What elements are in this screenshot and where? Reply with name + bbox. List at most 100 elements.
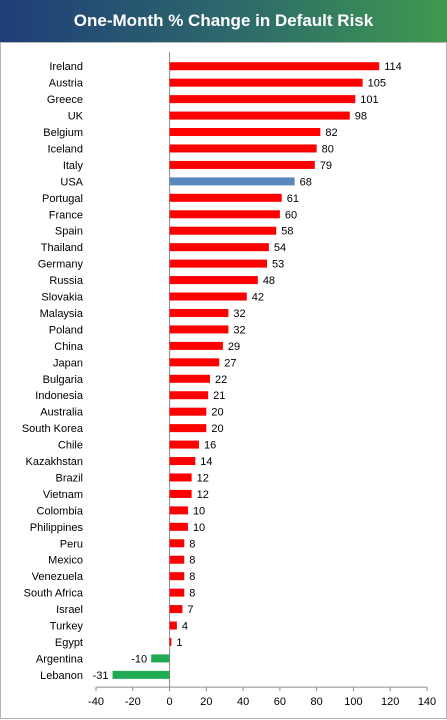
value-label: 1	[176, 637, 182, 649]
category-label: China	[54, 341, 84, 353]
value-label: 114	[384, 61, 402, 73]
value-label: 8	[189, 571, 195, 583]
category-label: South Korea	[22, 423, 84, 435]
title-banner: One-Month % Change in Default Risk	[0, 0, 447, 42]
value-label: 8	[189, 588, 195, 600]
value-label: 32	[233, 324, 245, 336]
category-label: France	[49, 209, 83, 221]
value-label: 105	[368, 78, 386, 90]
category-label: USA	[60, 176, 83, 188]
category-label: Malaysia	[40, 308, 84, 320]
value-label: 29	[228, 341, 240, 353]
x-tick-label: 0	[166, 696, 172, 708]
value-label: 42	[252, 292, 264, 304]
bar	[169, 637, 172, 646]
bar	[151, 654, 170, 663]
bar	[169, 572, 185, 581]
bar	[169, 440, 199, 449]
bar	[169, 62, 380, 71]
category-label: Vietnam	[43, 489, 83, 501]
category-label: Slovakia	[41, 292, 83, 304]
value-label: 54	[274, 242, 286, 254]
category-label: Philippines	[30, 522, 84, 534]
value-label: 12	[197, 489, 209, 501]
bar	[169, 276, 258, 285]
category-label: Peru	[60, 538, 83, 550]
value-label: 58	[281, 226, 293, 238]
value-label: -10	[131, 653, 147, 665]
bar	[169, 325, 229, 334]
chart-title: One-Month % Change in Default Risk	[73, 11, 374, 30]
bar	[169, 605, 183, 614]
value-label: 21	[213, 390, 225, 402]
category-label: Russia	[49, 275, 84, 287]
value-label: 20	[211, 407, 223, 419]
category-label: Belgium	[43, 127, 83, 139]
bar	[169, 407, 207, 416]
bar	[169, 424, 207, 433]
bar	[169, 177, 295, 186]
bar	[169, 259, 268, 268]
bar	[169, 78, 363, 87]
category-label: Bulgaria	[43, 374, 84, 386]
category-label: Chile	[58, 440, 83, 452]
bar	[169, 588, 185, 597]
x-tick-label: -40	[88, 696, 104, 708]
value-label: 22	[215, 374, 227, 386]
value-label: 4	[182, 621, 188, 633]
value-label: 82	[325, 127, 337, 139]
value-label: -31	[93, 670, 109, 682]
category-label: Australia	[40, 407, 84, 419]
bar	[169, 210, 280, 219]
value-label: 16	[204, 440, 216, 452]
bar	[169, 308, 229, 317]
category-label: Greece	[47, 94, 83, 106]
bar	[169, 391, 209, 400]
bar	[169, 555, 185, 564]
value-label: 80	[322, 143, 334, 155]
value-label: 32	[233, 308, 245, 320]
bar	[169, 506, 188, 515]
value-label: 12	[197, 472, 209, 484]
bar	[169, 128, 321, 137]
bar	[112, 670, 170, 679]
category-label: Colombia	[37, 505, 84, 517]
category-label: Austria	[49, 78, 84, 90]
x-tick-label: 60	[274, 696, 286, 708]
category-label: Poland	[49, 324, 83, 336]
category-label: UK	[68, 111, 84, 123]
category-label: Argentina	[36, 653, 84, 665]
category-label: Italy	[63, 160, 84, 172]
x-tick-label: -20	[125, 696, 141, 708]
bar	[169, 160, 315, 169]
value-label: 10	[193, 505, 205, 517]
value-label: 20	[211, 423, 223, 435]
x-tick-label: 140	[418, 696, 436, 708]
value-label: 60	[285, 209, 297, 221]
x-tick-label: 20	[200, 696, 212, 708]
value-label: 53	[272, 259, 284, 271]
category-label: Ireland	[49, 61, 83, 73]
value-label: 8	[189, 555, 195, 567]
bar	[169, 144, 317, 153]
category-label: South Africa	[24, 588, 84, 600]
category-label: Iceland	[48, 143, 83, 155]
x-tick-label: 40	[237, 696, 249, 708]
value-label: 48	[263, 275, 275, 287]
bar	[169, 473, 192, 482]
bar	[169, 111, 350, 120]
bar	[169, 292, 247, 301]
bar	[169, 374, 211, 383]
bar	[169, 358, 220, 367]
bar	[169, 243, 269, 252]
value-label: 27	[224, 357, 236, 369]
category-label: Indonesia	[35, 390, 84, 402]
bar	[169, 621, 177, 630]
value-label: 8	[189, 538, 195, 550]
category-label: Lebanon	[40, 670, 83, 682]
category-label: Germany	[38, 259, 84, 271]
bar	[169, 226, 277, 235]
bar	[169, 489, 192, 498]
